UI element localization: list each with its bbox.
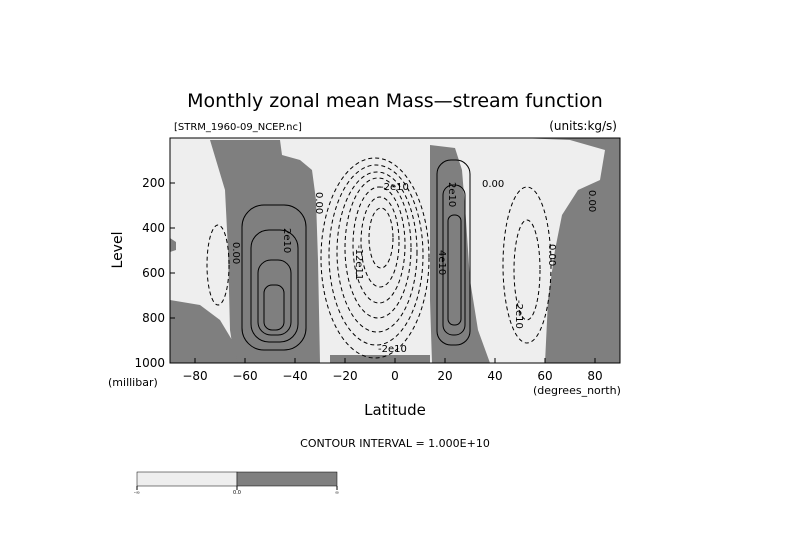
- y-tick-label: 800: [142, 311, 165, 325]
- contour-nh-3: [447, 214, 462, 326]
- y-tick-label: 200: [142, 176, 165, 190]
- y-tick-label: 400: [142, 221, 165, 235]
- contour-interval: CONTOUR INTERVAL = 1.000E+10: [300, 437, 490, 450]
- shade-surface-band: [330, 355, 430, 363]
- chart-title: Monthly zonal mean Mass—stream function: [187, 90, 603, 112]
- contour-hadley-3: [336, 171, 418, 333]
- contour-hadley-1: [320, 157, 430, 359]
- x-tick-label: 60: [537, 369, 552, 383]
- x-tick-label: −60: [232, 369, 257, 383]
- x-tick-label: −40: [282, 369, 307, 383]
- shade-south-cell: [210, 140, 320, 363]
- contour-sh-1: [241, 204, 307, 351]
- colorbar-label: -∞: [134, 490, 140, 496]
- y-axis-unit: (millibar): [108, 376, 158, 389]
- contour-hadley-5: [352, 186, 406, 304]
- contour-label: 0.00: [230, 242, 241, 264]
- contour-label: 0.00: [586, 190, 597, 212]
- plot-area: [169, 137, 621, 364]
- x-tick-label: −20: [332, 369, 357, 383]
- contour-sh-ferrel: [206, 224, 230, 306]
- x-tick-label: 80: [587, 369, 602, 383]
- contour-label: -12e11: [353, 245, 364, 280]
- contour-label: 2e10: [281, 228, 292, 253]
- contour-nh-ferrel-1: [502, 186, 552, 344]
- contour-nh-2: [442, 184, 466, 336]
- x-tick-label: 0: [391, 369, 399, 383]
- shade-north-polar: [520, 138, 620, 363]
- contour-sh-3: [257, 259, 292, 336]
- y-axis-title: Level: [110, 232, 126, 269]
- contour-sh-4: [263, 284, 285, 331]
- x-tick-label: 20: [437, 369, 452, 383]
- y-tick-label: 1000: [134, 356, 165, 370]
- contour-label: 2e10: [446, 182, 457, 207]
- contour-nh-1: [436, 159, 471, 346]
- file-label: [STRM_1960-09_NCEP.nc]: [174, 122, 302, 133]
- colorbar-label: ∞: [335, 490, 339, 496]
- x-axis-title: Latitude: [364, 401, 426, 419]
- colorbar-positive: [236, 471, 338, 487]
- contour-label: -2e10: [380, 182, 409, 193]
- contour-label: 4e10: [436, 250, 447, 275]
- colorbar-negative: [136, 471, 238, 487]
- contour-hadley-2: [328, 164, 424, 346]
- contour-nh-ferrel-2: [513, 219, 541, 321]
- contour-hadley-6: [360, 196, 400, 288]
- colorbar-label: 0.0: [233, 490, 241, 496]
- shade-south-surface: [170, 300, 238, 363]
- contour-label: 0.00: [482, 179, 504, 190]
- contour-label-group: 0.00 2e10 -12e11 4e10 0.00 2e10 0.00 0.0…: [230, 179, 597, 355]
- x-axis-unit: (degrees_north): [533, 384, 621, 397]
- shade-left-edge: [170, 238, 176, 252]
- contour-hadley-4: [344, 177, 412, 319]
- contour-sh-2: [250, 229, 299, 343]
- contour-label: 0.00: [313, 192, 324, 214]
- units-label: (units:kg/s): [549, 119, 617, 133]
- shade-hadley-north: [430, 145, 490, 363]
- x-tick-label: −80: [182, 369, 207, 383]
- contour-label: -2e10: [513, 300, 524, 329]
- contour-hadley-7: [368, 207, 394, 269]
- colorbar: -∞ 0.0 ∞: [134, 471, 339, 496]
- y-axis: 200 400 600 800 1000: [134, 176, 175, 370]
- y-tick-label: 600: [142, 266, 165, 280]
- contour-label: -2e10: [378, 344, 407, 355]
- x-tick-label: 40: [487, 369, 502, 383]
- contour-label: 0.00: [546, 244, 557, 266]
- x-axis: −80 −60 −40 −20 0 20 40 60 80: [182, 358, 603, 383]
